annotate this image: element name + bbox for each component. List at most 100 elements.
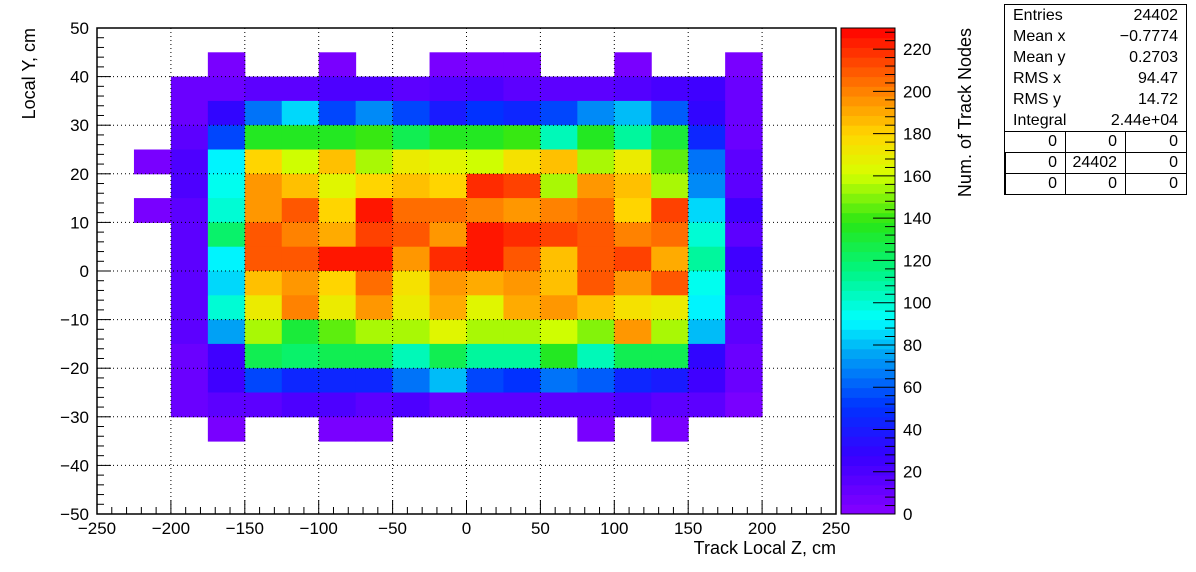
heatmap-cell [466,295,504,321]
heatmap-cell [281,100,320,126]
palette-step [841,426,895,437]
heatmap-cell [244,76,283,102]
heatmap-cell [429,52,467,78]
heatmap-cell [614,319,652,345]
heatmap-cell [540,392,578,418]
heatmap-cell [281,343,320,369]
palette-step [841,475,895,486]
heatmap-cell [429,198,467,223]
heatmap-cell [392,222,431,248]
palette-step [841,455,895,466]
heatmap-cell [429,368,467,393]
heatmap-cell [466,76,504,102]
palette-step [841,76,895,87]
heatmap-cell [503,173,541,199]
heatmap-cell [688,198,726,223]
stats-value: 0.2703 [1129,49,1178,66]
stats-label: Mean y [1013,49,1066,66]
heatmap-cell [244,173,283,199]
heatmap-cell [614,271,652,296]
heatmap-cell [281,125,320,150]
heatmap-cell [170,392,209,418]
heatmap-cell [725,392,763,418]
heatmap-cell [318,319,357,345]
z-tick-label: 100 [903,294,931,313]
heatmap-cell [651,295,689,321]
heatmap-cell [318,416,357,442]
x-tick-label: −100 [300,519,338,538]
palette-step [841,368,895,379]
heatmap-cell [170,319,209,345]
heatmap-cell [170,76,209,102]
x-tick-label: 0 [462,519,471,538]
heatmap-cell [170,149,209,175]
heatmap-cell [725,246,763,272]
heatmap-cell [688,343,726,369]
heatmap-cell [207,416,246,442]
heatmap-cell [355,295,394,321]
heatmap-cell [466,246,504,272]
heatmap-cell [429,246,467,272]
heatmap-cell [725,100,763,126]
palette-step [841,115,895,126]
heatmap-cell [318,76,357,102]
palette-step [841,397,895,408]
x-tick-label: 250 [822,519,850,538]
heatmap-cell [244,125,283,150]
heatmap-cell [466,368,504,393]
heatmap-cell [725,319,763,345]
heatmap-cell [651,149,689,175]
overflow-cell: 0 [1125,131,1186,152]
palette-step [841,164,895,175]
heatmap-cell [725,368,763,393]
y-tick-label: 50 [70,19,89,38]
heatmap-cell [540,319,578,345]
heatmap-cell [281,198,320,223]
heatmap-cell [577,295,615,321]
palette-step [841,28,895,39]
overflow-cell: 0 [1125,152,1186,173]
heatmap-cell [318,222,357,248]
heatmap-cell [318,246,357,272]
overflow-cell: 0 [1005,131,1065,152]
overflow-cell: 24402 [1065,152,1125,173]
heatmap-cell [392,173,431,199]
palette-step [841,66,895,78]
heatmap-cell [688,149,726,175]
palette-step [841,251,895,262]
heatmap-cell [503,100,541,126]
heatmap-cell [540,368,578,393]
heatmap-cell [355,222,394,248]
heatmap-cell [503,149,541,175]
y-tick-label: 40 [70,68,89,87]
z-tick-label: 160 [903,167,931,186]
heatmap-cell [540,100,578,126]
heatmap-cell [688,295,726,321]
heatmap-cell [281,295,320,321]
heatmap-cell [207,246,246,272]
heatmap-cell [503,76,541,102]
heatmap-cell [318,368,357,393]
stats-value: 14.72 [1137,91,1178,108]
palette-step [841,300,895,311]
heatmap-cell [318,392,357,418]
heatmap-cell [540,343,578,369]
heatmap-cell [207,76,246,102]
palette-step [841,348,895,359]
y-tick-label: −30 [60,408,89,427]
heatmap-cell [318,149,357,175]
heatmap-cell [207,198,246,223]
heatmap-cell [614,198,652,223]
heatmap-cell [207,392,246,418]
heatmap-cell [688,246,726,272]
heatmap-cell [429,222,467,248]
x-tick-label: 50 [531,519,550,538]
palette-step [841,212,895,223]
heatmap-cell [244,100,283,126]
heatmap-cell [540,246,578,272]
heatmap-cell [244,343,283,369]
palette-step [841,183,895,194]
overflow-cell: 0 [1125,173,1186,194]
heatmap-cell [429,149,467,175]
